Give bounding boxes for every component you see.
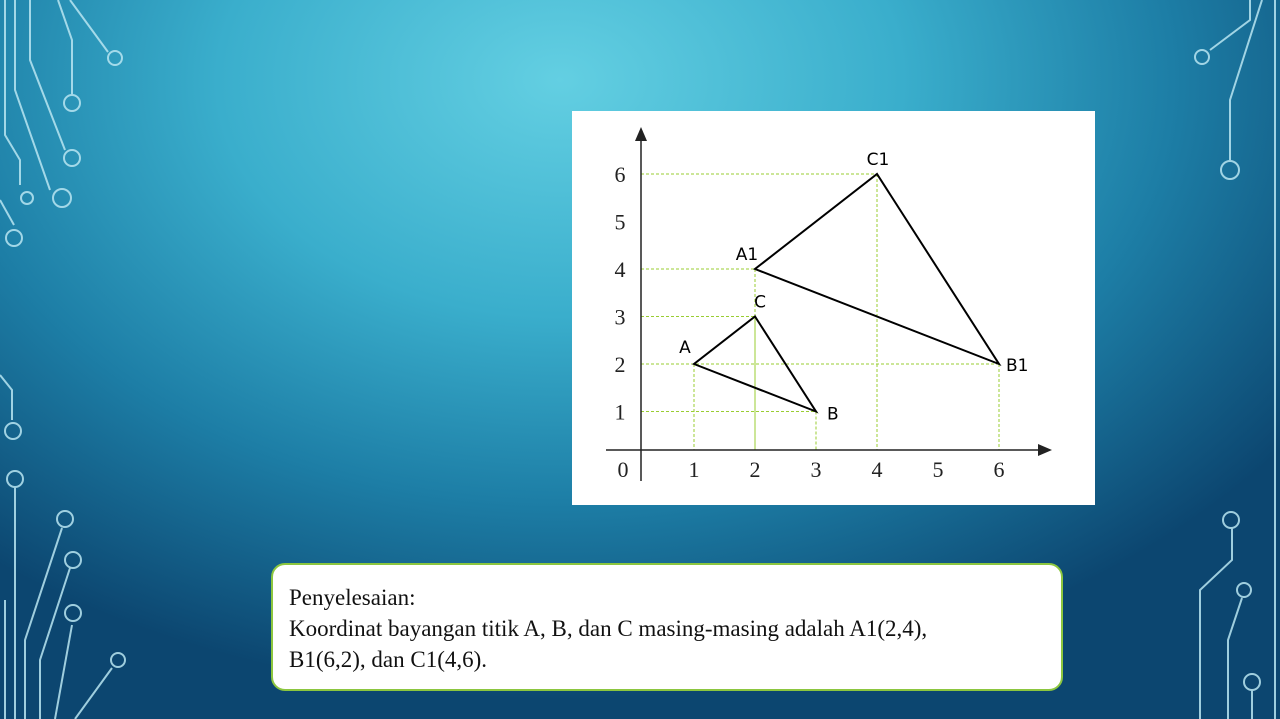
triangle-a1b1c1 [752,172,1002,367]
x-tick-label: 4 [872,457,883,482]
vertex-label-c1: C1 [867,150,890,170]
vertex-label-b1: B1 [1006,356,1028,376]
x-tick-label: 1 [689,457,700,482]
vertex-label-a: A [679,338,691,358]
answer-line-1: Koordinat bayangan titik A, B, dan C mas… [289,616,928,641]
vertex-label-b: B [827,405,839,425]
x-tick-label: 6 [994,457,1005,482]
y-tick-label: 3 [615,305,626,330]
coordinate-graph-panel: 0 1 2 3 4 5 6 1 2 3 4 5 6 A B C A1 B1 C1 [572,111,1095,505]
y-tick-label: 4 [615,257,626,282]
x-tick-label: 3 [811,457,822,482]
vertex-label-c: C [754,293,766,313]
x-tick-label: 0 [618,457,629,482]
y-tick-label: 5 [615,210,626,235]
x-axis-arrow [1038,444,1052,456]
guide-lines [641,173,1000,450]
answer-box: Penyelesaian: Koordinat bayangan titik A… [271,563,1063,691]
answer-heading: Penyelesaian: [289,585,416,610]
vertex-labels: A B C A1 B1 C1 [679,150,1028,425]
axes [606,127,1052,481]
x-tick-label: 5 [933,457,944,482]
tick-labels: 0 1 2 3 4 5 6 1 2 3 4 5 6 [615,162,1005,482]
y-tick-label: 6 [615,162,626,187]
triangles [691,172,1002,414]
y-tick-label: 2 [615,352,626,377]
answer-line-2: B1(6,2), dan C1(4,6). [289,647,488,672]
y-tick-label: 1 [615,400,626,425]
vertex-label-a1: A1 [736,245,758,265]
coordinate-graph: 0 1 2 3 4 5 6 1 2 3 4 5 6 A B C A1 B1 C1 [606,127,1052,482]
x-tick-label: 2 [750,457,761,482]
triangle-abc [691,315,819,414]
y-axis-arrow [635,127,647,141]
